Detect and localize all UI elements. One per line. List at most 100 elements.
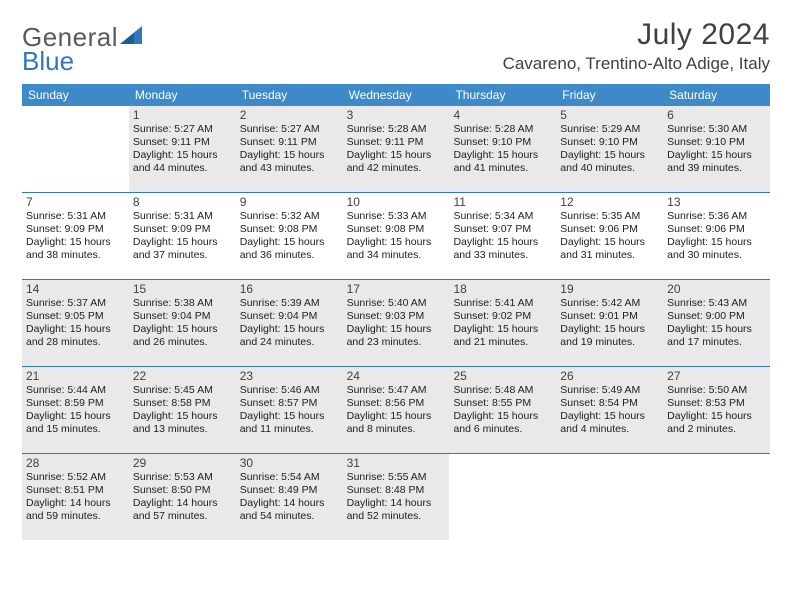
sunrise-text: Sunrise: 5:43 AM (667, 297, 766, 310)
daylight-text: Daylight: 14 hours and 59 minutes. (26, 497, 125, 523)
sunset-text: Sunset: 9:06 PM (667, 223, 766, 236)
day-cell: 30Sunrise: 5:54 AMSunset: 8:49 PMDayligh… (236, 454, 343, 540)
daylight-text: Daylight: 15 hours and 42 minutes. (347, 149, 446, 175)
day-cell (556, 454, 663, 540)
day-number: 30 (240, 456, 339, 470)
day-cell: 26Sunrise: 5:49 AMSunset: 8:54 PMDayligh… (556, 367, 663, 453)
day-info: Sunrise: 5:32 AMSunset: 9:08 PMDaylight:… (240, 210, 339, 263)
weekday-header: Tuesday (236, 84, 343, 106)
sunset-text: Sunset: 9:01 PM (560, 310, 659, 323)
day-info: Sunrise: 5:53 AMSunset: 8:50 PMDaylight:… (133, 471, 232, 524)
weekday-header: Saturday (663, 84, 770, 106)
sunrise-text: Sunrise: 5:54 AM (240, 471, 339, 484)
sunrise-text: Sunrise: 5:32 AM (240, 210, 339, 223)
sunset-text: Sunset: 9:11 PM (133, 136, 232, 149)
sunrise-text: Sunrise: 5:38 AM (133, 297, 232, 310)
sunset-text: Sunset: 9:03 PM (347, 310, 446, 323)
brand-part2: Blue (22, 46, 74, 77)
sunrise-text: Sunrise: 5:55 AM (347, 471, 446, 484)
day-number: 18 (453, 282, 552, 296)
sunset-text: Sunset: 9:10 PM (667, 136, 766, 149)
sunset-text: Sunset: 9:08 PM (240, 223, 339, 236)
day-number: 3 (347, 108, 446, 122)
sunset-text: Sunset: 8:53 PM (667, 397, 766, 410)
day-cell: 27Sunrise: 5:50 AMSunset: 8:53 PMDayligh… (663, 367, 770, 453)
day-cell: 18Sunrise: 5:41 AMSunset: 9:02 PMDayligh… (449, 280, 556, 366)
sunrise-text: Sunrise: 5:30 AM (667, 123, 766, 136)
daylight-text: Daylight: 15 hours and 36 minutes. (240, 236, 339, 262)
day-info: Sunrise: 5:46 AMSunset: 8:57 PMDaylight:… (240, 384, 339, 437)
day-number: 12 (560, 195, 659, 209)
daylight-text: Daylight: 15 hours and 23 minutes. (347, 323, 446, 349)
daylight-text: Daylight: 15 hours and 34 minutes. (347, 236, 446, 262)
day-cell: 23Sunrise: 5:46 AMSunset: 8:57 PMDayligh… (236, 367, 343, 453)
daylight-text: Daylight: 15 hours and 37 minutes. (133, 236, 232, 262)
sunset-text: Sunset: 9:10 PM (453, 136, 552, 149)
day-number: 17 (347, 282, 446, 296)
daylight-text: Daylight: 15 hours and 24 minutes. (240, 323, 339, 349)
week-row: 21Sunrise: 5:44 AMSunset: 8:59 PMDayligh… (22, 367, 770, 454)
sunrise-text: Sunrise: 5:34 AM (453, 210, 552, 223)
sunset-text: Sunset: 9:06 PM (560, 223, 659, 236)
day-cell: 25Sunrise: 5:48 AMSunset: 8:55 PMDayligh… (449, 367, 556, 453)
day-info: Sunrise: 5:54 AMSunset: 8:49 PMDaylight:… (240, 471, 339, 524)
sunrise-text: Sunrise: 5:28 AM (453, 123, 552, 136)
day-number: 19 (560, 282, 659, 296)
daylight-text: Daylight: 15 hours and 19 minutes. (560, 323, 659, 349)
daylight-text: Daylight: 15 hours and 15 minutes. (26, 410, 125, 436)
day-info: Sunrise: 5:31 AMSunset: 9:09 PMDaylight:… (133, 210, 232, 263)
day-number: 27 (667, 369, 766, 383)
header: General July 2024 Cavareno, Trentino-Alt… (22, 18, 770, 74)
sunset-text: Sunset: 8:57 PM (240, 397, 339, 410)
day-info: Sunrise: 5:47 AMSunset: 8:56 PMDaylight:… (347, 384, 446, 437)
sunrise-text: Sunrise: 5:39 AM (240, 297, 339, 310)
daylight-text: Daylight: 15 hours and 11 minutes. (240, 410, 339, 436)
day-number: 10 (347, 195, 446, 209)
day-cell: 1Sunrise: 5:27 AMSunset: 9:11 PMDaylight… (129, 106, 236, 192)
day-number: 2 (240, 108, 339, 122)
day-cell: 11Sunrise: 5:34 AMSunset: 9:07 PMDayligh… (449, 193, 556, 279)
day-number: 24 (347, 369, 446, 383)
sunset-text: Sunset: 9:04 PM (240, 310, 339, 323)
weekday-header: Thursday (449, 84, 556, 106)
sunrise-text: Sunrise: 5:46 AM (240, 384, 339, 397)
sunrise-text: Sunrise: 5:47 AM (347, 384, 446, 397)
sunset-text: Sunset: 8:51 PM (26, 484, 125, 497)
sunset-text: Sunset: 8:49 PM (240, 484, 339, 497)
day-number: 6 (667, 108, 766, 122)
day-cell: 4Sunrise: 5:28 AMSunset: 9:10 PMDaylight… (449, 106, 556, 192)
daylight-text: Daylight: 15 hours and 38 minutes. (26, 236, 125, 262)
day-number: 8 (133, 195, 232, 209)
day-number: 22 (133, 369, 232, 383)
day-cell: 19Sunrise: 5:42 AMSunset: 9:01 PMDayligh… (556, 280, 663, 366)
day-info: Sunrise: 5:38 AMSunset: 9:04 PMDaylight:… (133, 297, 232, 350)
week-row: 1Sunrise: 5:27 AMSunset: 9:11 PMDaylight… (22, 106, 770, 193)
weekday-header: Monday (129, 84, 236, 106)
sunrise-text: Sunrise: 5:45 AM (133, 384, 232, 397)
day-number: 23 (240, 369, 339, 383)
day-info: Sunrise: 5:55 AMSunset: 8:48 PMDaylight:… (347, 471, 446, 524)
daylight-text: Daylight: 15 hours and 21 minutes. (453, 323, 552, 349)
day-cell: 9Sunrise: 5:32 AMSunset: 9:08 PMDaylight… (236, 193, 343, 279)
sunrise-text: Sunrise: 5:42 AM (560, 297, 659, 310)
sunrise-text: Sunrise: 5:36 AM (667, 210, 766, 223)
page: General July 2024 Cavareno, Trentino-Alt… (0, 0, 792, 612)
day-info: Sunrise: 5:48 AMSunset: 8:55 PMDaylight:… (453, 384, 552, 437)
daylight-text: Daylight: 15 hours and 4 minutes. (560, 410, 659, 436)
sunset-text: Sunset: 8:48 PM (347, 484, 446, 497)
sunrise-text: Sunrise: 5:33 AM (347, 210, 446, 223)
daylight-text: Daylight: 15 hours and 40 minutes. (560, 149, 659, 175)
day-info: Sunrise: 5:28 AMSunset: 9:10 PMDaylight:… (453, 123, 552, 176)
day-cell (663, 454, 770, 540)
day-number: 20 (667, 282, 766, 296)
day-info: Sunrise: 5:35 AMSunset: 9:06 PMDaylight:… (560, 210, 659, 263)
sunrise-text: Sunrise: 5:49 AM (560, 384, 659, 397)
day-cell (22, 106, 129, 192)
day-cell: 22Sunrise: 5:45 AMSunset: 8:58 PMDayligh… (129, 367, 236, 453)
sunrise-text: Sunrise: 5:31 AM (26, 210, 125, 223)
day-number: 14 (26, 282, 125, 296)
sunrise-text: Sunrise: 5:40 AM (347, 297, 446, 310)
sunset-text: Sunset: 9:02 PM (453, 310, 552, 323)
sunset-text: Sunset: 9:09 PM (26, 223, 125, 236)
sunrise-text: Sunrise: 5:28 AM (347, 123, 446, 136)
